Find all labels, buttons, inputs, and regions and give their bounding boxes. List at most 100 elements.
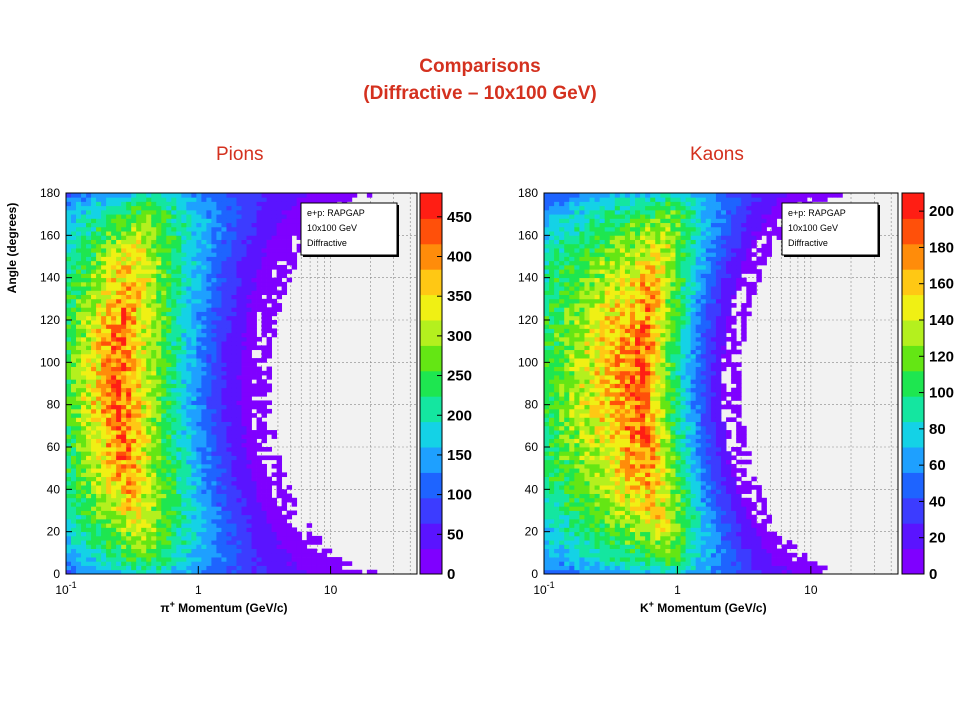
heatmap-cell bbox=[569, 260, 575, 266]
heatmap-cell bbox=[71, 218, 77, 224]
heatmap-cell bbox=[584, 248, 590, 253]
heatmap-cell bbox=[544, 531, 550, 537]
heatmap-cell bbox=[146, 476, 152, 482]
heatmap-cell bbox=[241, 523, 247, 528]
heatmap-cell bbox=[181, 472, 187, 478]
heatmap-cell bbox=[231, 269, 237, 274]
heatmap-cell bbox=[236, 391, 242, 397]
heatmap-cell bbox=[71, 256, 77, 262]
heatmap-cell bbox=[246, 260, 252, 266]
heatmap-cell bbox=[131, 523, 137, 528]
heatmap-cell bbox=[311, 569, 318, 575]
heatmap-cell bbox=[71, 518, 77, 524]
colorbar-tick-label: 50 bbox=[447, 526, 464, 543]
heatmap-cell bbox=[176, 277, 182, 283]
heatmap-cell bbox=[171, 459, 177, 465]
heatmap-cell bbox=[71, 497, 77, 503]
heatmap-cell bbox=[101, 518, 107, 524]
heatmap-cell bbox=[76, 400, 82, 406]
heatmap-cell bbox=[76, 527, 82, 533]
heatmap-cell bbox=[579, 311, 585, 317]
heatmap-cell bbox=[201, 303, 207, 308]
heatmap-cell bbox=[91, 430, 97, 435]
heatmap-cell bbox=[151, 201, 157, 207]
heatmap-cell bbox=[271, 518, 277, 524]
heatmap-cell bbox=[216, 569, 222, 575]
heatmap-cell bbox=[121, 222, 127, 228]
heatmap-cell bbox=[549, 239, 555, 245]
heatmap-cell bbox=[146, 472, 152, 478]
heatmap-cell bbox=[236, 218, 242, 224]
heatmap-cell bbox=[206, 252, 212, 257]
heatmap-cell bbox=[71, 489, 77, 494]
heatmap-cell bbox=[111, 243, 117, 249]
heatmap-cell bbox=[81, 557, 87, 562]
heatmap-cell bbox=[231, 341, 237, 346]
heatmap-cell bbox=[549, 497, 555, 503]
heatmap-cell bbox=[116, 277, 122, 283]
heatmap-cell bbox=[201, 421, 207, 427]
heatmap-cell bbox=[231, 193, 237, 198]
heatmap-cell bbox=[81, 205, 87, 211]
heatmap-cell bbox=[544, 320, 550, 325]
heatmap-cell bbox=[66, 510, 72, 516]
heatmap-cell bbox=[81, 569, 87, 575]
heatmap-cell bbox=[131, 193, 137, 198]
heatmap-cell bbox=[281, 472, 288, 478]
heatmap-cell bbox=[256, 421, 262, 427]
heatmap-cell bbox=[211, 438, 217, 444]
heatmap-cell bbox=[161, 252, 167, 257]
heatmap-cell bbox=[271, 256, 277, 262]
heatmap-cell bbox=[141, 197, 147, 202]
heatmap-cell bbox=[81, 243, 87, 249]
heatmap-cell bbox=[296, 531, 303, 537]
heatmap-cell bbox=[256, 531, 262, 537]
heatmap-cell bbox=[241, 531, 247, 537]
heatmap-cell bbox=[91, 455, 97, 461]
heatmap-cell bbox=[186, 235, 192, 240]
heatmap-cell bbox=[271, 248, 277, 253]
heatmap-cell bbox=[221, 222, 227, 228]
heatmap-cell bbox=[136, 497, 142, 503]
heatmap-cell bbox=[246, 387, 252, 393]
heatmap-cell bbox=[146, 413, 152, 418]
heatmap-cell bbox=[544, 506, 550, 511]
heatmap-cell bbox=[559, 493, 565, 499]
heatmap-cell bbox=[564, 468, 570, 473]
heatmap-cell bbox=[146, 332, 152, 338]
heatmap-cell bbox=[81, 231, 87, 236]
heatmap-cell bbox=[101, 248, 107, 253]
heatmap-cell bbox=[231, 408, 237, 414]
heatmap-cell bbox=[81, 510, 87, 516]
heatmap-cell bbox=[236, 506, 242, 511]
heatmap-cell bbox=[544, 256, 550, 262]
heatmap-cell bbox=[86, 447, 92, 452]
heatmap-cell bbox=[251, 489, 257, 494]
heatmap-cell bbox=[286, 218, 293, 224]
heatmap-cell bbox=[181, 239, 187, 245]
heatmap-cell bbox=[81, 408, 87, 414]
heatmap-cell bbox=[221, 527, 227, 533]
heatmap-cell bbox=[281, 281, 288, 287]
heatmap-cell bbox=[574, 476, 580, 482]
heatmap-cell bbox=[146, 535, 152, 541]
heatmap-cell bbox=[71, 396, 77, 401]
heatmap-cell bbox=[221, 523, 227, 528]
heatmap-cell bbox=[181, 320, 187, 325]
heatmap-cell bbox=[206, 197, 212, 202]
heatmap-cell bbox=[554, 336, 560, 342]
heatmap-cell bbox=[569, 209, 575, 215]
heatmap-cell bbox=[96, 408, 102, 414]
heatmap-cell bbox=[201, 252, 207, 257]
heatmap-cell bbox=[86, 552, 92, 558]
heatmap-cell bbox=[126, 311, 132, 317]
heatmap-cell bbox=[296, 205, 303, 211]
heatmap-cell bbox=[156, 438, 162, 444]
heatmap-cell bbox=[186, 281, 192, 287]
heatmap-cell bbox=[549, 197, 555, 202]
heatmap-cell bbox=[181, 209, 187, 215]
heatmap-cell bbox=[76, 201, 82, 207]
heatmap-cell bbox=[121, 442, 127, 448]
heatmap-cell bbox=[166, 476, 172, 482]
heatmap-cell bbox=[66, 455, 72, 461]
